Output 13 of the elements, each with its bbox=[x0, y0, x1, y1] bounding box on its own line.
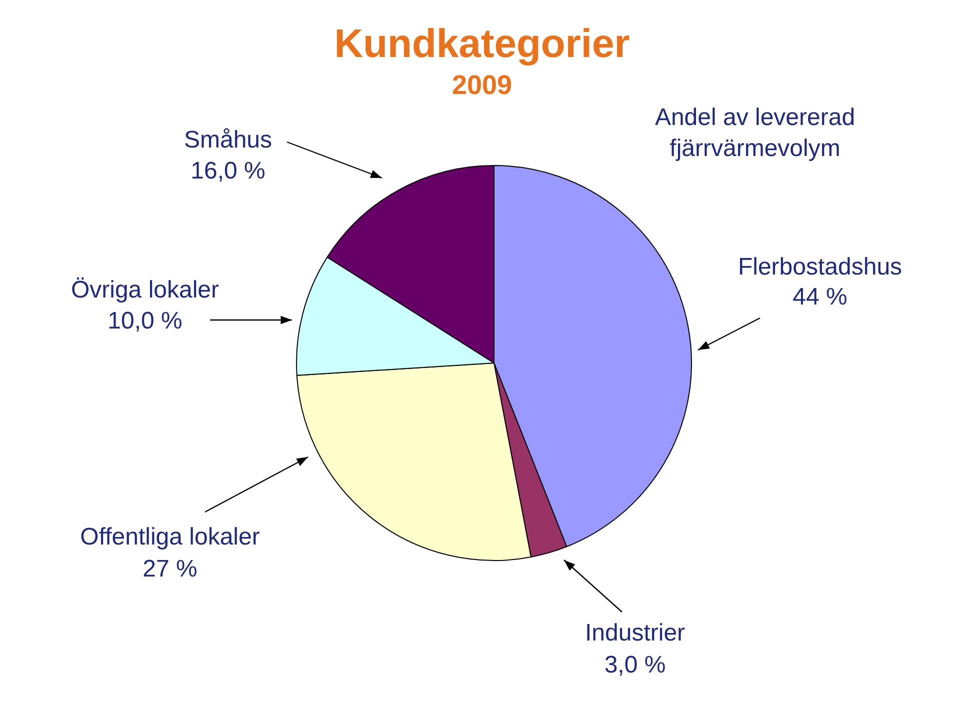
data-label: 10,0 % bbox=[108, 308, 182, 335]
slice-label: Småhus bbox=[184, 126, 272, 154]
data-label: 3,0 % bbox=[604, 652, 666, 679]
data-label: 44 % bbox=[792, 284, 848, 311]
data-label: 16,0 % bbox=[190, 158, 266, 185]
slice-label: Övriga lokaler bbox=[70, 276, 220, 304]
chart-subtitle: 2009 bbox=[452, 70, 512, 101]
slice-label: Offentliga lokaler bbox=[80, 524, 260, 551]
slice-label: Flerbostadshus bbox=[738, 254, 902, 281]
slice-label: Industrier bbox=[584, 620, 686, 647]
chart-title: Kundkategorier bbox=[334, 22, 630, 67]
data-label: 27 % bbox=[142, 556, 198, 583]
text: Andel av levererad fjärrvärmevolym bbox=[654, 103, 856, 164]
